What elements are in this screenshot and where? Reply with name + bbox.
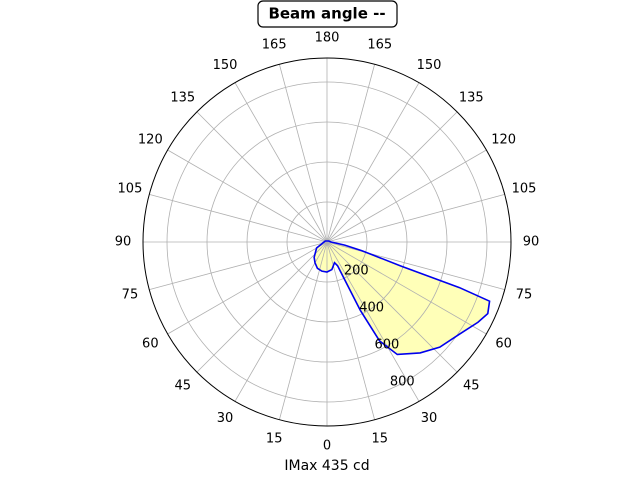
- grid-spoke: [326, 241, 487, 335]
- angle-label: 75: [122, 287, 139, 302]
- beam-area: [314, 241, 490, 355]
- x-axis-label: IMax 435 cd: [284, 458, 369, 474]
- angle-label: 30: [217, 411, 234, 426]
- angle-label: 30: [421, 411, 438, 426]
- grid-spoke: [326, 82, 420, 243]
- grid-spoke: [326, 241, 458, 373]
- angle-label: 0: [323, 439, 331, 454]
- grid-spoke: [326, 193, 505, 243]
- radial-tick-label: 400: [359, 300, 384, 315]
- angle-label: 60: [142, 337, 159, 352]
- grid-spoke: [326, 241, 420, 402]
- title-box: [257, 0, 398, 28]
- angle-label: 45: [463, 379, 480, 394]
- grid-spoke: [234, 82, 328, 243]
- angle-label: 120: [491, 133, 516, 148]
- angle-label: 150: [417, 58, 442, 73]
- grid-spoke: [326, 241, 505, 291]
- grid-spoke: [326, 149, 487, 243]
- grid-spoke: [196, 241, 328, 373]
- angle-label: 105: [118, 182, 143, 197]
- outer-frame: [142, 57, 512, 427]
- grid-spoke: [196, 111, 328, 243]
- angle-label: 150: [213, 58, 238, 73]
- radial-tick-label: 800: [390, 374, 415, 389]
- grid-spoke: [326, 241, 376, 420]
- angle-label: 60: [495, 337, 512, 352]
- angle-label: 90: [523, 235, 540, 250]
- angle-label: 75: [516, 287, 533, 302]
- grid-spoke: [234, 241, 328, 402]
- grid-spoke: [326, 111, 458, 243]
- angle-label: 165: [367, 37, 392, 52]
- grid-spoke: [149, 241, 328, 291]
- angle-label: 15: [372, 432, 389, 447]
- grid-spoke: [167, 149, 328, 243]
- angle-label: 180: [315, 31, 340, 46]
- angle-label: 120: [138, 133, 163, 148]
- angle-label: 15: [266, 432, 283, 447]
- angle-label: 165: [262, 37, 287, 52]
- beam-line: [313, 240, 491, 356]
- angle-label: 105: [512, 182, 537, 197]
- chart-title: Beam angle --: [268, 5, 385, 23]
- angle-label: 135: [170, 90, 195, 105]
- grid-spoke: [278, 64, 328, 243]
- radial-tick-label: 200: [344, 263, 369, 278]
- angle-label: 135: [459, 90, 484, 105]
- grid-spoke: [326, 64, 376, 243]
- grid-spoke: [278, 241, 328, 420]
- angle-label: 45: [174, 379, 191, 394]
- radial-tick-label: 600: [375, 337, 400, 352]
- grid-spoke: [167, 241, 328, 335]
- angle-label: 90: [115, 235, 132, 250]
- grid-spoke: [149, 193, 328, 243]
